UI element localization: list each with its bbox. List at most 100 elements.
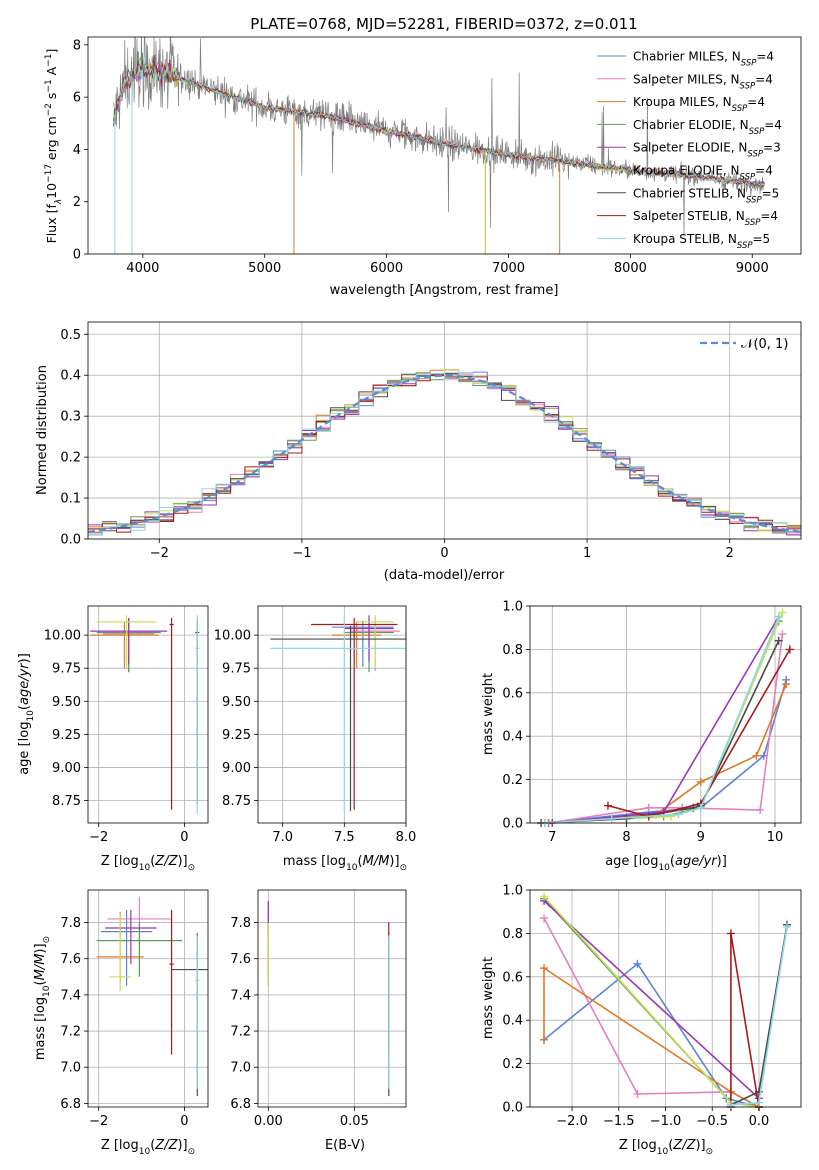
x-tick-label: 8.0 (396, 830, 417, 845)
axes-layer: 4000 5000 6000 7000 8000 900002468wavelength … (17, 36, 802, 1157)
y-tick-label: 7.0 (230, 1061, 251, 1076)
x-tick-label: 0 (180, 830, 188, 845)
axes-frame (87, 36, 802, 255)
data-point-marker (607, 814, 616, 823)
label-exp: −2 (44, 103, 54, 116)
label-var-rest: /Z (163, 1138, 178, 1153)
y-tick-label: 0.1 (60, 492, 81, 507)
label-var: Z (154, 1138, 165, 1153)
legend-main: Chabrier ELODIE, N (633, 118, 749, 132)
data-point-marker (644, 803, 653, 812)
y-tick-label: 2 (73, 195, 81, 210)
legend-sub: SSP (746, 195, 762, 205)
mass-weight-line (552, 616, 780, 824)
y-tick-label: 10.00 (44, 629, 81, 644)
x-tick-label: −2 (89, 1114, 108, 1129)
label-subscript: 10 (657, 1147, 669, 1157)
x-tick-label: −2.0 (556, 1114, 588, 1129)
y-tick-label: 0.0 (60, 533, 81, 548)
legend-tail: =4 (747, 95, 765, 109)
label-var: M (33, 969, 48, 980)
y-tick-label: 0.4 (60, 369, 81, 384)
plot-area (96, 897, 208, 1097)
y-axis-label: mass weight (481, 673, 496, 755)
y-tick-label: 0.2 (502, 773, 523, 788)
y-tick-label: 9.50 (52, 695, 81, 710)
x-axis-label: mass [log10(M/M)]⊙ (283, 854, 407, 873)
label-var: Z (672, 1138, 683, 1153)
label-sun: ⊙ (400, 863, 408, 873)
label-prefix: mass [log (33, 997, 48, 1060)
data-point-marker (696, 803, 705, 812)
axes-massweight_vs_Z: −2.0 −1.5 −1.0 −0.5 0.0 0.0 0.2 0.4 0.6 0.8 1.0 Z [… (481, 884, 802, 1157)
y-tick-label: 10.00 (214, 629, 251, 644)
x-tick-label: 7000 (492, 261, 525, 276)
x-tick-label: 0 (180, 1114, 188, 1129)
x-tick-label: 6000 (370, 261, 403, 276)
label-unit: A (44, 66, 59, 79)
plot-area (537, 608, 794, 827)
mass-weight-line (544, 620, 780, 824)
data-point-marker (778, 608, 787, 617)
legend-tail: =5 (762, 186, 780, 200)
label-paren: ( (150, 854, 155, 869)
data-point-marker (674, 810, 683, 819)
legend-main: Salpeter ELODIE, N (633, 141, 747, 155)
y-tick-label: 0.3 (60, 410, 81, 425)
x-tick-label: 4000 (126, 261, 159, 276)
axes-frame (257, 605, 407, 824)
y-tick-label: 0.0 (502, 817, 523, 832)
data-point-marker (667, 812, 676, 821)
label-var-rest: /Z (163, 854, 178, 869)
y-tick-label: 0.6 (502, 686, 523, 701)
label-subscript: 10 (26, 710, 36, 722)
y-tick-label: 7.6 (60, 952, 81, 967)
label-var: age (17, 681, 32, 705)
figure-title: PLATE=0768, MJD=52281, FIBERID=0372, z=0… (250, 15, 637, 33)
label-unit: s (44, 93, 59, 104)
label-close: )] (177, 1138, 187, 1153)
data-point-marker (603, 801, 612, 810)
y-tick-label: 0 (73, 248, 81, 263)
x-tick-label: −1.5 (603, 1114, 635, 1129)
label-unit: erg cm (44, 116, 59, 164)
data-point-marker (774, 612, 783, 621)
y-axis-label: mass [log10(M/M)]⊙ (33, 936, 52, 1060)
data-point-marker (782, 680, 791, 689)
label-subscript: 10 (346, 863, 358, 873)
label-prefix: age [log (17, 722, 32, 775)
y-tick-label: 9.25 (222, 728, 251, 743)
x-tick-label: 7.0 (272, 830, 293, 845)
data-point-marker (633, 959, 642, 968)
label-var-rest: /M (373, 854, 390, 869)
y-tick-label: 9.50 (222, 695, 251, 710)
y-tick-label: 9.00 (52, 761, 81, 776)
legend-tail: =5 (753, 232, 771, 246)
label-var: age (675, 854, 699, 869)
legend-entry: 𝒩(0, 1) (741, 337, 788, 352)
x-tick-label: 9000 (736, 261, 769, 276)
x-tick-label: −2 (89, 830, 108, 845)
x-tick-label: −2 (150, 546, 169, 561)
label-var-rest: /yr (698, 854, 718, 869)
plot-area (540, 892, 791, 1111)
x-tick-label: 9 (697, 830, 705, 845)
x-axis-label: wavelength [Angstrom, rest frame] (330, 283, 559, 298)
label-sun: ⊙ (706, 1147, 714, 1157)
label-subscript: 10 (42, 985, 52, 997)
legend-sub: SSP (737, 241, 753, 251)
model-spectrum (113, 59, 765, 188)
label-paren: ( (17, 705, 32, 710)
legend-main: Kroupa STELIB, N (633, 232, 737, 246)
mass-weight-line (548, 634, 784, 824)
data-point-marker (540, 1035, 549, 1044)
axes-frame (87, 321, 802, 540)
label-exp: −1 (44, 79, 54, 92)
data-point-marker (756, 805, 765, 814)
y-tick-label: 0.5 (60, 328, 81, 343)
x-tick-label: 0.00 (254, 1114, 283, 1129)
axes-mass_vs_ebv: 0.00 0.05 6.8 7.0 7.2 7.4 7.6 7.8 E(B-V) (230, 889, 407, 1153)
